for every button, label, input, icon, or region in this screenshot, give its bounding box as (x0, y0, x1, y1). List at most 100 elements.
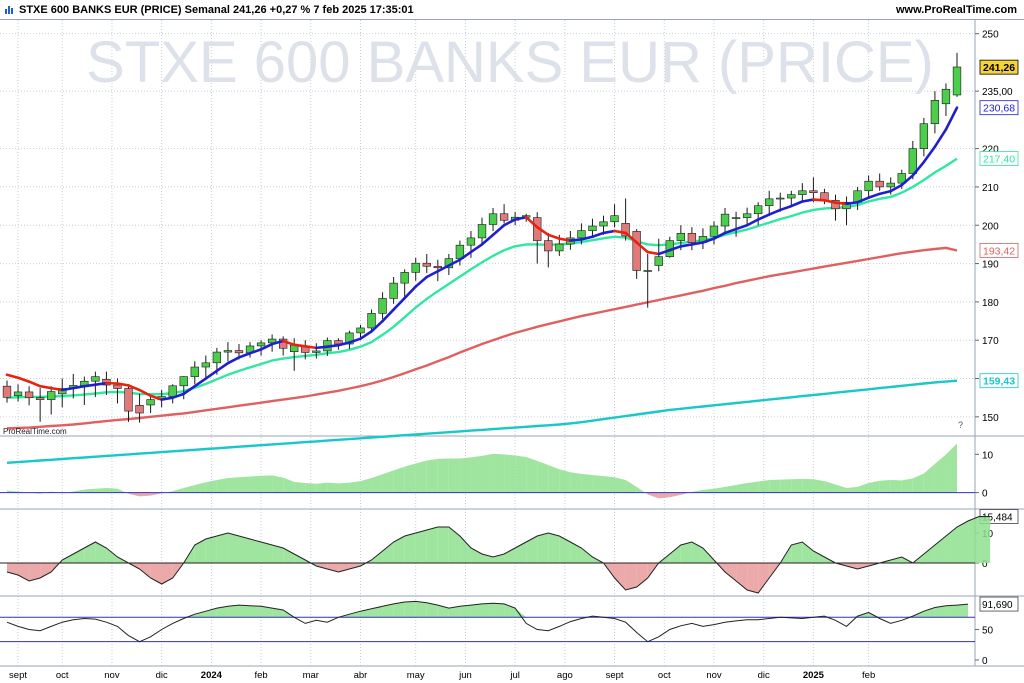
osc1-area (261, 475, 273, 493)
candle-body[interactable] (676, 232, 686, 241)
candle-body[interactable] (621, 223, 630, 237)
candle-body[interactable] (168, 385, 177, 397)
candle-body[interactable] (488, 213, 498, 225)
ema-fast-segment (701, 237, 716, 244)
ema-fast-segment (127, 384, 141, 392)
candle-body[interactable] (477, 224, 487, 239)
osc2-area (393, 536, 405, 563)
ma-red-line (6, 246, 958, 430)
candle-body[interactable] (753, 205, 763, 215)
osc1-area (658, 492, 670, 499)
osc2-area (150, 563, 162, 584)
candle-body[interactable] (2, 385, 12, 398)
ema-fast-segment (303, 345, 318, 350)
candle-body[interactable] (555, 243, 564, 252)
candle-body[interactable] (24, 391, 34, 398)
candle-body[interactable] (234, 350, 244, 354)
candle-body[interactable] (544, 240, 553, 252)
osc3-area (382, 603, 394, 618)
candle-body[interactable] (91, 376, 100, 382)
candle-body[interactable] (864, 180, 873, 192)
candle-body[interactable] (223, 350, 233, 353)
ema-fast-segment (182, 384, 197, 396)
candle-body[interactable] (367, 313, 376, 329)
candle-body[interactable] (124, 388, 133, 412)
candle-body[interactable] (588, 225, 597, 231)
candle-body[interactable] (378, 298, 387, 314)
candle-body[interactable] (190, 366, 199, 377)
osc2-area (581, 548, 593, 563)
candle-body[interactable] (842, 201, 851, 210)
osc2-area (559, 536, 571, 563)
candle-body[interactable] (919, 123, 929, 149)
candle-body[interactable] (742, 213, 752, 218)
candle-body[interactable] (179, 376, 188, 387)
candle-body[interactable] (897, 173, 906, 184)
candle-body[interactable] (422, 262, 431, 267)
site-link[interactable]: www.ProRealTime.com (895, 4, 1017, 16)
osc1-area (216, 478, 228, 493)
osc3-area (272, 608, 284, 618)
ema-fast-segment (679, 243, 694, 248)
candle-body[interactable] (212, 351, 222, 364)
candle-body[interactable] (776, 197, 785, 200)
candle-body[interactable] (201, 362, 211, 368)
candle-body[interactable] (831, 200, 840, 210)
ema-fast-segment (381, 308, 395, 323)
candle-body[interactable] (256, 342, 266, 347)
candle-body[interactable] (941, 88, 951, 105)
osc2-area (84, 542, 96, 563)
candle-body[interactable] (765, 198, 774, 207)
candle-body[interactable] (312, 350, 321, 353)
candle-body[interactable] (146, 399, 155, 406)
candle-body[interactable] (787, 194, 796, 199)
candle-body[interactable] (687, 232, 697, 243)
osc1-area (227, 477, 239, 493)
candle-body[interactable] (654, 256, 663, 266)
candle-body[interactable] (400, 272, 409, 284)
candle-body[interactable] (433, 265, 442, 269)
candle-body[interactable] (798, 190, 807, 195)
candle-body[interactable] (709, 225, 719, 237)
osc1-area (128, 492, 140, 497)
osc1-area (846, 486, 858, 493)
candle-body[interactable] (35, 397, 45, 400)
candle-body[interactable] (610, 215, 619, 223)
osc2-area (238, 536, 251, 563)
question-icon[interactable]: ? (958, 420, 963, 430)
candle-body[interactable] (466, 237, 476, 246)
osc1-area (669, 492, 681, 498)
osc1-area (747, 481, 759, 493)
osc3-area (426, 602, 438, 618)
osc2-area (426, 527, 438, 563)
osc1-area (912, 473, 924, 493)
chart-area[interactable]: STXE 600 BANKS EUR (PRICE) 150 170 180 190 2… (0, 20, 1024, 683)
candle-body[interactable] (47, 391, 56, 400)
candle-body[interactable] (930, 100, 940, 125)
candle-body[interactable] (886, 182, 895, 188)
ema-fast-segment (60, 386, 75, 392)
candle-body[interactable] (356, 327, 365, 334)
candle-body[interactable] (908, 148, 917, 174)
candle-body[interactable] (411, 262, 420, 273)
candle-body[interactable] (577, 230, 586, 239)
candle-body[interactable] (389, 282, 398, 299)
osc2-area (448, 527, 460, 563)
candle-body[interactable] (731, 217, 741, 219)
ema-fast-segment (933, 128, 948, 149)
candle-body[interactable] (643, 270, 652, 272)
candle-body[interactable] (135, 405, 144, 414)
candle-body[interactable] (499, 213, 509, 221)
candle-body[interactable] (13, 391, 23, 397)
candle-body[interactable] (632, 231, 641, 271)
ma-cyan-line (6, 379, 958, 464)
candle-body[interactable] (952, 66, 962, 96)
candle-body[interactable] (599, 221, 608, 227)
osc3-area (227, 605, 239, 618)
candle-body[interactable] (809, 190, 818, 193)
ema-fast-segment (558, 237, 572, 242)
candle-body[interactable] (875, 180, 884, 188)
candle-body[interactable] (113, 384, 122, 389)
candle-body[interactable] (345, 332, 354, 345)
candle-body[interactable] (720, 213, 730, 227)
